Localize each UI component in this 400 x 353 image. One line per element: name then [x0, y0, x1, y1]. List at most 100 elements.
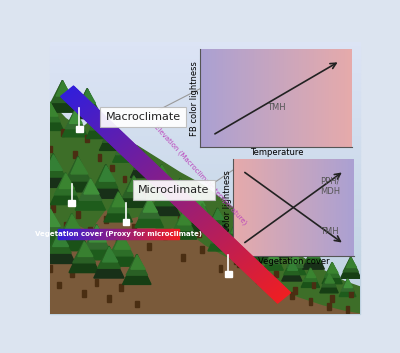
Bar: [111, 229, 112, 239]
Polygon shape: [96, 120, 110, 131]
Polygon shape: [211, 229, 225, 240]
Polygon shape: [234, 251, 248, 262]
Polygon shape: [263, 249, 283, 270]
Polygon shape: [118, 141, 132, 152]
Polygon shape: [192, 203, 212, 222]
Polygon shape: [254, 271, 268, 282]
Polygon shape: [213, 232, 227, 243]
Polygon shape: [226, 219, 252, 246]
Bar: [253, 271, 256, 277]
Polygon shape: [119, 142, 133, 153]
Polygon shape: [138, 197, 160, 218]
Polygon shape: [246, 238, 270, 263]
Polygon shape: [238, 255, 251, 266]
Polygon shape: [160, 180, 173, 191]
Polygon shape: [328, 263, 338, 273]
Polygon shape: [305, 246, 322, 262]
Bar: [85, 135, 89, 142]
Polygon shape: [282, 260, 302, 281]
Bar: [50, 274, 360, 278]
Bar: [126, 229, 127, 239]
Bar: [50, 56, 360, 60]
Polygon shape: [246, 263, 260, 274]
Polygon shape: [173, 211, 193, 231]
Polygon shape: [81, 106, 94, 116]
Bar: [50, 205, 360, 210]
Polygon shape: [122, 144, 135, 155]
Bar: [141, 192, 145, 199]
Polygon shape: [114, 136, 127, 148]
Polygon shape: [268, 233, 285, 250]
Polygon shape: [122, 145, 136, 156]
Polygon shape: [196, 204, 210, 217]
Polygon shape: [80, 225, 113, 260]
Polygon shape: [251, 267, 264, 278]
Polygon shape: [70, 111, 82, 123]
Bar: [138, 229, 139, 239]
Polygon shape: [62, 88, 76, 98]
Polygon shape: [138, 160, 152, 171]
Polygon shape: [170, 211, 197, 239]
Polygon shape: [193, 212, 206, 223]
Polygon shape: [94, 164, 118, 188]
Bar: [109, 229, 110, 239]
Polygon shape: [206, 225, 220, 235]
Text: Microclimate: Microclimate: [138, 185, 210, 196]
Bar: [50, 119, 360, 124]
Polygon shape: [117, 140, 130, 151]
Bar: [50, 282, 360, 287]
Polygon shape: [75, 100, 89, 111]
Bar: [76, 211, 80, 218]
Bar: [50, 301, 360, 305]
Bar: [158, 229, 159, 239]
Polygon shape: [128, 150, 142, 161]
Polygon shape: [76, 101, 89, 112]
Bar: [156, 229, 157, 239]
Bar: [50, 296, 360, 300]
Bar: [108, 229, 109, 239]
Polygon shape: [301, 268, 320, 287]
Polygon shape: [127, 149, 141, 161]
Bar: [50, 60, 360, 65]
Polygon shape: [84, 225, 109, 249]
Polygon shape: [81, 90, 96, 103]
Polygon shape: [135, 157, 149, 168]
Bar: [137, 229, 138, 239]
Polygon shape: [288, 261, 298, 270]
Bar: [107, 229, 108, 239]
Polygon shape: [290, 252, 301, 263]
Bar: [50, 137, 360, 142]
Polygon shape: [50, 211, 360, 314]
Polygon shape: [163, 183, 176, 194]
Polygon shape: [171, 191, 185, 203]
Bar: [103, 229, 104, 239]
Polygon shape: [231, 249, 245, 260]
Polygon shape: [341, 257, 361, 278]
Bar: [122, 175, 126, 183]
Polygon shape: [151, 172, 164, 183]
Polygon shape: [84, 179, 99, 194]
Polygon shape: [228, 246, 242, 257]
Polygon shape: [136, 158, 149, 169]
Polygon shape: [103, 127, 117, 138]
Polygon shape: [218, 236, 232, 247]
Bar: [50, 160, 360, 164]
Polygon shape: [200, 219, 214, 230]
Polygon shape: [43, 230, 75, 263]
Polygon shape: [108, 132, 122, 143]
Polygon shape: [53, 231, 68, 246]
Polygon shape: [50, 173, 80, 205]
Polygon shape: [156, 177, 170, 188]
Polygon shape: [90, 164, 122, 198]
Polygon shape: [80, 104, 93, 115]
Polygon shape: [72, 97, 86, 108]
Polygon shape: [107, 130, 120, 141]
Polygon shape: [61, 86, 74, 97]
Polygon shape: [112, 135, 126, 146]
Bar: [93, 229, 94, 239]
Polygon shape: [233, 250, 246, 261]
Bar: [77, 229, 78, 239]
Polygon shape: [218, 235, 231, 246]
Polygon shape: [144, 166, 158, 177]
Bar: [50, 201, 360, 205]
